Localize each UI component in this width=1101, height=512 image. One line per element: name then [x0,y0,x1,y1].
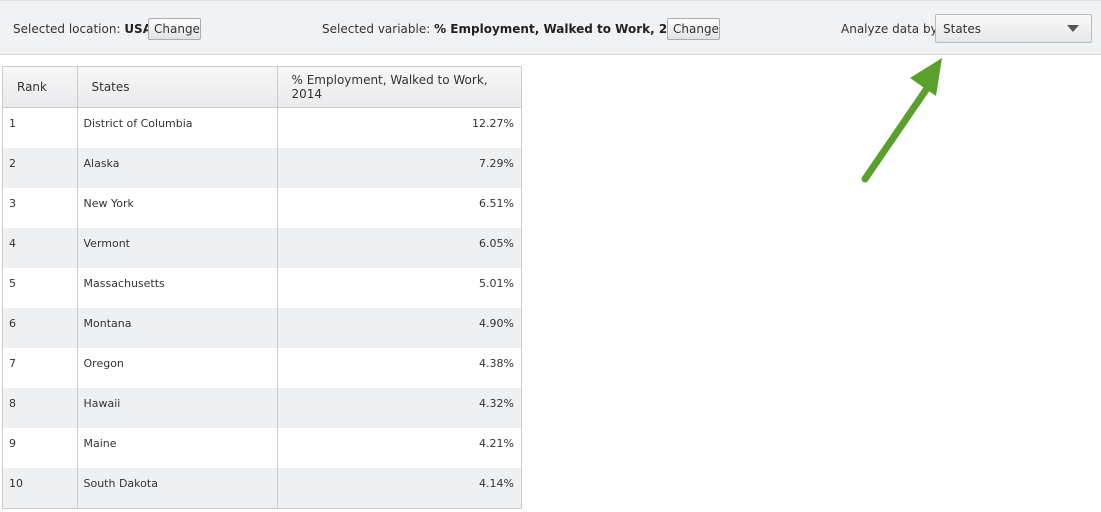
value-cell: 6.05% [277,227,521,268]
rank-cell: 9 [3,427,78,468]
state-cell: New York [77,187,278,228]
value-cell-text: 5.01% [479,276,514,290]
state-cell-text: Maine [83,436,117,450]
table-row[interactable]: 9 Maine 4.21% [3,427,521,468]
state-cell-text: Massachusetts [83,276,165,290]
state-cell: Oregon [77,347,278,388]
selected-variable-label: Selected variable: [322,22,435,36]
rank-cell-text: 3 [9,196,16,210]
change-variable-button[interactable]: Change [667,18,720,40]
state-cell-text: Alaska [83,156,120,170]
column-header-value[interactable]: % Employment, Walked to Work, 2014 [277,67,521,108]
state-cell-text: District of Columbia [83,116,193,130]
rank-cell-text: 9 [9,436,16,450]
change-location-button[interactable]: Change [148,18,201,40]
arrow-icon [861,58,942,183]
rank-cell-text: 7 [9,356,16,370]
value-cell-text: 4.90% [479,316,514,330]
selected-location-label: Selected location: [13,22,125,36]
rank-cell-text: 1 [9,116,16,130]
value-cell-text: 4.32% [479,396,514,410]
selected-variable: Selected variable: % Employment, Walked … [322,22,692,36]
value-cell: 4.38% [277,348,521,388]
table-row[interactable]: 6 Montana 4.90% [3,307,521,348]
table-row[interactable]: 4 Vermont 6.05% [3,227,521,268]
state-cell-text: South Dakota [83,476,158,490]
value-cell-text: 4.38% [479,356,514,370]
state-cell: District of Columbia [77,107,278,148]
value-cell: 4.90% [277,307,521,348]
state-cell: Maine [77,427,278,468]
state-cell-text: Hawaii [83,396,121,410]
state-cell: Montana [77,307,278,348]
value-cell: 4.14% [277,467,521,508]
table-row[interactable]: 2 Alaska 7.29% [3,147,521,188]
rank-cell: 6 [3,307,78,348]
value-cell-text: 12.27% [472,116,514,130]
value-cell: 7.29% [277,147,521,188]
state-cell-text: New York [83,196,134,210]
rank-cell: 5 [3,267,78,308]
top-toolbar: Selected location: USA Change Selected v… [0,0,1101,55]
table-row[interactable]: 5 Massachusetts 5.01% [3,267,521,308]
ranking-table: Rank States % Employment, Walked to Work… [2,66,522,509]
value-cell-text: 4.14% [479,476,514,490]
value-cell-text: 4.21% [479,436,514,450]
rank-cell: 3 [3,187,78,228]
value-cell: 4.32% [277,387,521,428]
rank-cell: 7 [3,347,78,388]
table-row[interactable]: 10 South Dakota 4.14% [3,467,521,508]
state-cell: Massachusetts [77,267,278,308]
value-cell: 5.01% [277,268,521,308]
chevron-down-icon [1067,25,1079,32]
selected-variable-value: % Employment, Walked to Work, 2014 [434,22,693,36]
rank-cell: 4 [3,227,78,268]
state-cell-text: Vermont [83,236,131,250]
column-header-rank[interactable]: Rank [3,67,78,108]
value-cell-text: 7.29% [479,156,514,170]
selected-location-value: USA [124,22,152,36]
rank-cell: 8 [3,387,78,428]
rank-cell-text: 2 [9,156,16,170]
state-cell: Vermont [77,227,278,268]
rank-cell-text: 5 [9,276,16,290]
rank-cell-text: 4 [9,236,16,250]
analyze-data-selected: States [943,22,982,36]
table-row[interactable]: 8 Hawaii 4.32% [3,387,521,428]
value-cell: 4.21% [277,428,521,468]
analyze-data-dropdown[interactable]: States [935,14,1092,43]
rank-cell: 2 [3,147,78,188]
table-row[interactable]: 3 New York 6.51% [3,187,521,228]
table-header-row: Rank States % Employment, Walked to Work… [3,67,521,108]
analyze-data-label: Analyze data by: [841,22,941,36]
table-row[interactable]: 1 District of Columbia 12.27% [3,107,521,148]
rank-cell-text: 10 [9,476,23,490]
state-cell-text: Montana [83,316,132,330]
table-row[interactable]: 7 Oregon 4.38% [3,347,521,388]
state-cell: South Dakota [77,467,278,508]
value-cell-text: 6.51% [479,196,514,210]
column-header-states[interactable]: States [77,67,278,108]
selected-location: Selected location: USA [13,22,152,36]
rank-cell-text: 6 [9,316,16,330]
rank-cell: 10 [3,467,78,508]
state-cell: Hawaii [77,387,278,428]
rank-cell-text: 8 [9,396,16,410]
value-cell: 12.27% [277,107,521,148]
state-cell-text: Oregon [83,356,124,370]
rank-cell: 1 [3,107,78,148]
value-cell-text: 6.05% [479,236,514,250]
state-cell: Alaska [77,147,278,188]
value-cell: 6.51% [277,188,521,228]
